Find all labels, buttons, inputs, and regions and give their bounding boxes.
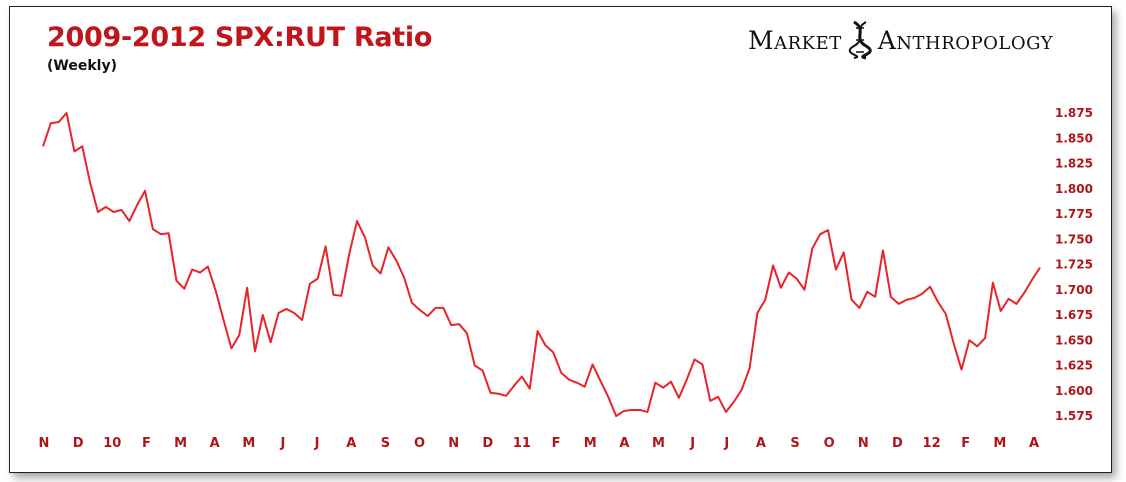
x-tick-label: 11 xyxy=(513,436,531,451)
x-tick-label: 12 xyxy=(923,436,941,451)
y-tick-label: 1.775 xyxy=(1055,207,1093,221)
x-tick-label: O xyxy=(824,436,835,451)
x-tick-label: F xyxy=(142,436,151,451)
x-tick-label: 10 xyxy=(103,436,121,451)
y-tick-label: 1.875 xyxy=(1055,106,1093,120)
x-tick-label: N xyxy=(39,436,50,451)
x-tick-label: F xyxy=(552,436,561,451)
x-axis-ticks: N D 10 F M A M J J A S O N D 11 F M A M J J A S O N D 12 F M A xyxy=(39,436,1039,451)
x-tick-label: A xyxy=(619,436,629,451)
dna-helix-icon xyxy=(848,20,872,60)
x-tick-label: J xyxy=(280,436,286,451)
y-tick-label: 1.600 xyxy=(1055,384,1093,398)
y-tick-label: 1.575 xyxy=(1055,409,1093,423)
x-tick-label: J xyxy=(723,436,729,451)
x-tick-label: A xyxy=(210,436,220,451)
x-tick-label: F xyxy=(961,436,970,451)
y-tick-label: 1.675 xyxy=(1055,308,1093,322)
x-tick-label: N xyxy=(448,436,459,451)
brand-logo: Market Anthropology xyxy=(748,20,1053,60)
y-tick-label: 1.725 xyxy=(1055,258,1093,272)
series-line xyxy=(42,112,1041,417)
x-tick-label: M xyxy=(174,436,187,451)
x-tick-label: M xyxy=(584,436,597,451)
brand-word-anthropology: Anthropology xyxy=(877,25,1054,55)
x-tick-label: J xyxy=(314,436,320,451)
x-tick-label: J xyxy=(689,436,695,451)
brand-word-market: Market xyxy=(748,25,842,55)
x-tick-label: D xyxy=(73,436,84,451)
x-tick-label: S xyxy=(790,436,799,451)
x-tick-label: A xyxy=(1029,436,1039,451)
series-group xyxy=(42,112,1041,417)
x-tick-label: N xyxy=(858,436,869,451)
x-tick-label: M xyxy=(993,436,1006,451)
chart-frame xyxy=(9,6,1112,473)
y-axis-ticks: 1.875 1.850 1.825 1.800 1.775 1.750 1.725 1.700… xyxy=(1055,106,1093,423)
x-tick-label: A xyxy=(756,436,766,451)
x-tick-label: M xyxy=(242,436,255,451)
x-tick-label: S xyxy=(381,436,390,451)
y-tick-label: 1.750 xyxy=(1055,232,1093,246)
x-tick-label: M xyxy=(652,436,665,451)
x-tick-label: D xyxy=(892,436,903,451)
y-tick-label: 1.825 xyxy=(1055,157,1093,171)
y-tick-label: 1.625 xyxy=(1055,359,1093,373)
chart-subtitle: (Weekly) xyxy=(47,58,117,74)
chart-title: 2009-2012 SPX:RUT Ratio xyxy=(47,22,433,53)
x-tick-label: O xyxy=(414,436,425,451)
x-tick-label: D xyxy=(482,436,493,451)
y-tick-label: 1.650 xyxy=(1055,333,1093,347)
y-tick-label: 1.800 xyxy=(1055,182,1093,196)
y-tick-label: 1.700 xyxy=(1055,283,1093,297)
y-tick-label: 1.850 xyxy=(1055,131,1093,145)
x-tick-label: A xyxy=(346,436,356,451)
